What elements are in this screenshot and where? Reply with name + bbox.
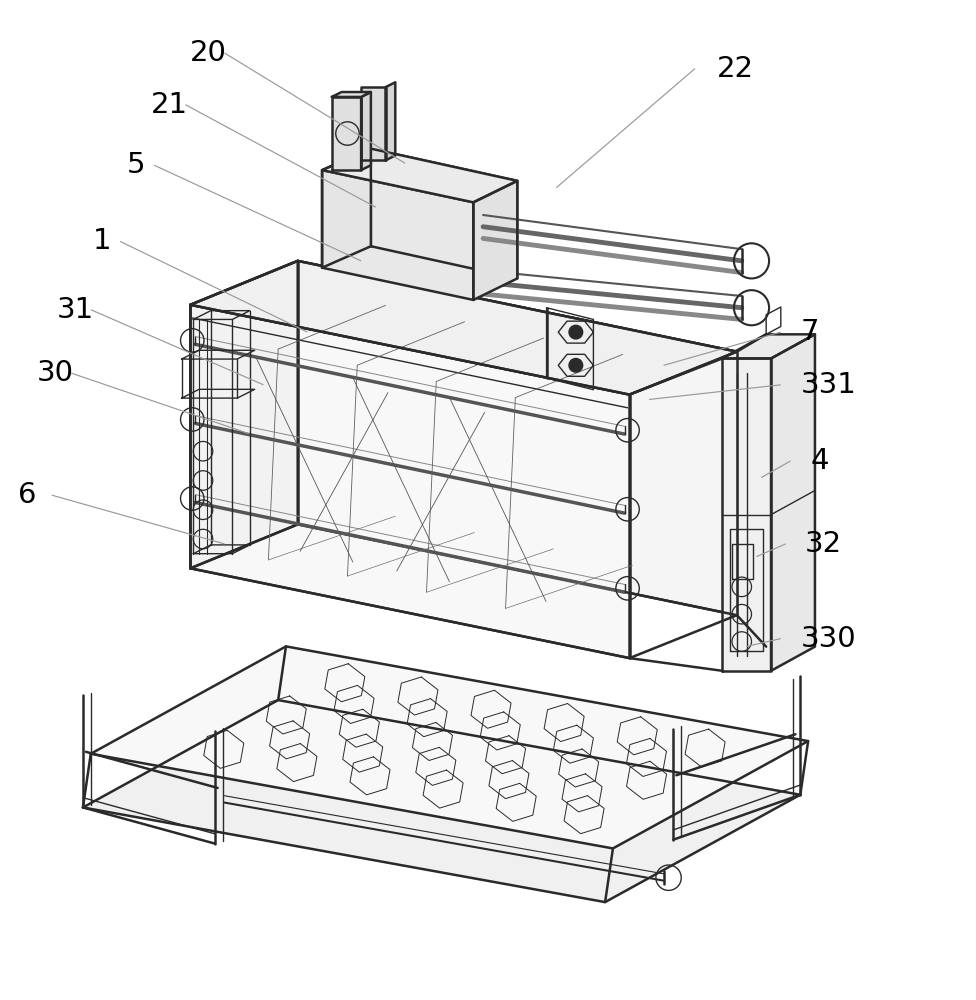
Polygon shape [473,181,517,300]
Text: 21: 21 [151,91,188,119]
Polygon shape [771,334,815,671]
Polygon shape [322,149,371,268]
Text: 4: 4 [810,447,829,475]
Text: 6: 6 [18,481,36,509]
Circle shape [569,358,583,372]
Polygon shape [386,82,395,160]
Text: 330: 330 [800,625,856,653]
Polygon shape [722,358,771,671]
Polygon shape [190,261,298,568]
Polygon shape [361,87,386,160]
Polygon shape [322,149,517,202]
Polygon shape [91,646,808,848]
Circle shape [569,325,583,339]
Text: 31: 31 [57,296,94,324]
Polygon shape [332,92,371,97]
Polygon shape [361,92,371,170]
Polygon shape [722,334,815,358]
Text: 331: 331 [800,371,856,399]
Text: 1: 1 [93,227,111,255]
Polygon shape [371,149,517,278]
Text: 32: 32 [805,530,842,558]
Polygon shape [298,261,737,615]
Polygon shape [190,305,630,658]
Text: 30: 30 [37,359,74,387]
Polygon shape [83,700,800,902]
Text: 20: 20 [190,39,227,67]
Text: 7: 7 [800,318,819,346]
Polygon shape [190,261,737,395]
Text: 22: 22 [717,55,754,83]
Polygon shape [332,97,361,170]
Polygon shape [322,170,473,300]
Text: 5: 5 [127,151,145,179]
